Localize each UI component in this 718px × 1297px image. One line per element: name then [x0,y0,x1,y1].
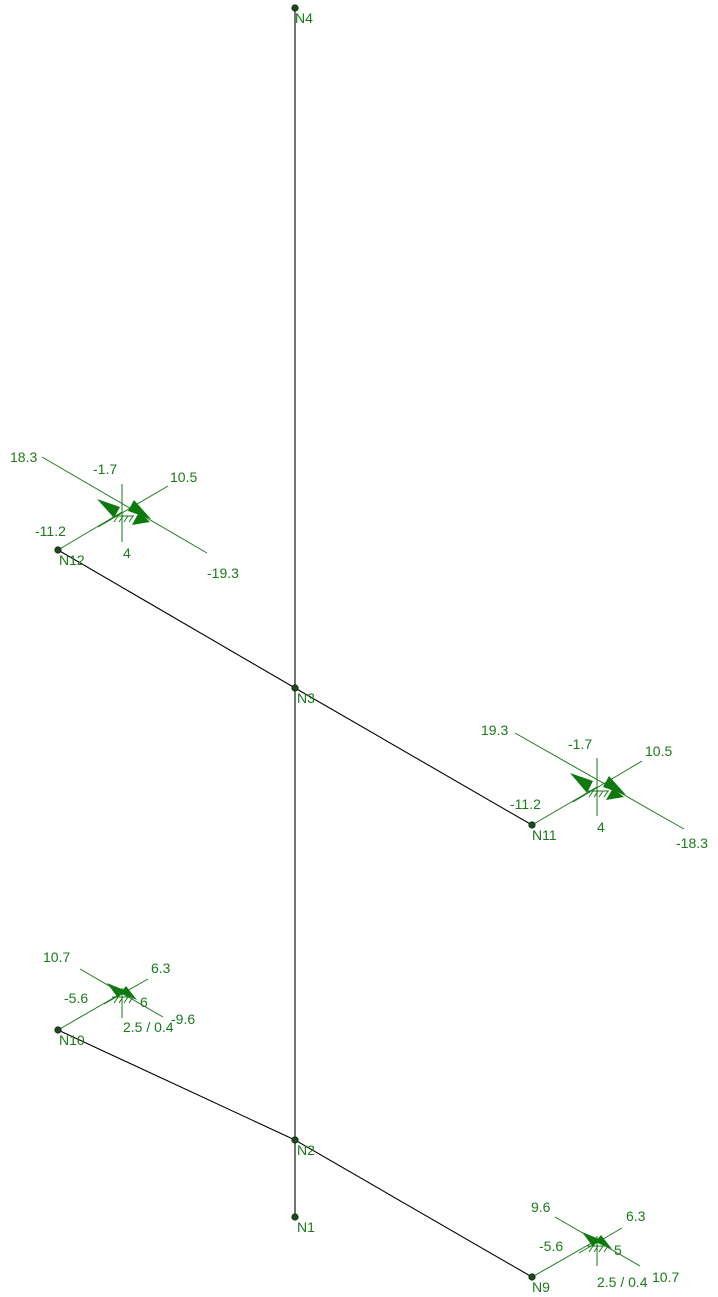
connector-N9-support [531,1239,598,1278]
reaction-label-center: 6 [140,994,148,1010]
members-group [57,8,598,1278]
node-label-N1: N1 [297,1219,315,1235]
member-N2-N9[interactable] [294,1139,533,1278]
reaction-label-upper-left: 10.7 [43,949,70,965]
support-N9[interactable]: 9.6 6.3 -5.6 5 10.7 2.5 / 0.4 [531,1199,679,1290]
reaction-label-left: -11.2 [510,796,541,812]
reaction-label-lower-right: -18.3 [676,835,708,851]
member-N12-N3[interactable] [57,549,296,689]
node-label-N4: N4 [295,10,313,26]
support-hatch-icon [112,515,134,523]
reaction-line-diag-a [514,732,685,830]
reaction-label-upper-right: 10.5 [170,469,197,485]
reaction-label-upper-right: 10.5 [645,743,672,759]
reaction-label-center: 5 [614,1242,622,1258]
connector-N12-support [57,511,123,551]
reaction-label-lower-right: 10.7 [652,1269,679,1285]
connector-N11-support [531,786,598,826]
reaction-label-upper-right: 6.3 [626,1208,646,1224]
arrow-head-lower-right [603,776,626,795]
node-N3[interactable] [291,684,299,692]
support-N11[interactable]: 19.3 -1.7 10.5 -11.2 4 -18.3 [481,722,708,851]
reaction-label-bottom: 4 [123,545,131,561]
node-N2[interactable] [291,1136,299,1144]
support-hatch-icon [587,1245,609,1253]
member-N3-N11[interactable] [294,687,533,826]
reaction-label-upper-left: 9.6 [531,1199,551,1215]
reaction-label-left: -11.2 [35,523,66,539]
support-hatch-icon [112,996,134,1004]
support-N10[interactable]: 10.7 6.3 -5.6 6 -9.6 2.5 / 0.4 [43,949,195,1035]
member-N10-N2[interactable] [57,1029,296,1141]
arrow-head-upper-left [97,499,120,518]
node-N12[interactable] [54,546,62,554]
node-label-N12: N12 [59,552,85,568]
reaction-label-bottom: 4 [597,819,605,835]
support-hatch-icon [587,790,609,798]
arrow-head-lower-right-2 [606,788,624,800]
node-N1[interactable] [291,1213,299,1221]
node-label-N3: N3 [297,690,315,706]
reaction-label-upper-left: 19.3 [481,722,508,738]
reaction-label-lower-right: -19.3 [207,565,239,581]
reaction-label-lower-right: -9.6 [171,1011,195,1027]
arrow-head-lower-right [128,500,151,519]
support-N12[interactable]: 18.3 -1.7 10.5 -11.2 4 -19.3 [10,449,239,581]
reaction-label-left: -5.6 [64,990,88,1006]
reaction-label-bottom: 2.5 / 0.4 [123,1019,174,1035]
reaction-label-upper-left: 18.3 [10,449,37,465]
reaction-label-upper-right: 6.3 [151,960,171,976]
node-label-N11: N11 [532,827,557,843]
node-label-N10: N10 [59,1032,85,1048]
arrow-head-upper-left [107,983,124,998]
reaction-label-left: -5.6 [539,1238,563,1254]
arrow-head-upper-left [570,773,593,793]
node-N11[interactable] [528,821,536,829]
reaction-label-top: -1.7 [93,461,117,477]
reaction-label-top: -1.7 [568,736,592,752]
reaction-label-bottom: 2.5 / 0.4 [597,1274,648,1290]
node-N9[interactable] [528,1273,536,1281]
node-N4[interactable] [291,4,299,12]
node-label-N2: N2 [297,1142,315,1158]
reaction-line-diag-a [41,456,208,554]
node-label-N9: N9 [532,1279,550,1295]
nodes-group: N4 N3 N2 N1 N12 N11 N10 N9 [54,4,557,1295]
connector-N10-support [57,992,123,1031]
arrow-head-upper-left [582,1232,599,1247]
node-N10[interactable] [54,1026,62,1034]
arrow-head-lower-right-2 [132,512,150,525]
